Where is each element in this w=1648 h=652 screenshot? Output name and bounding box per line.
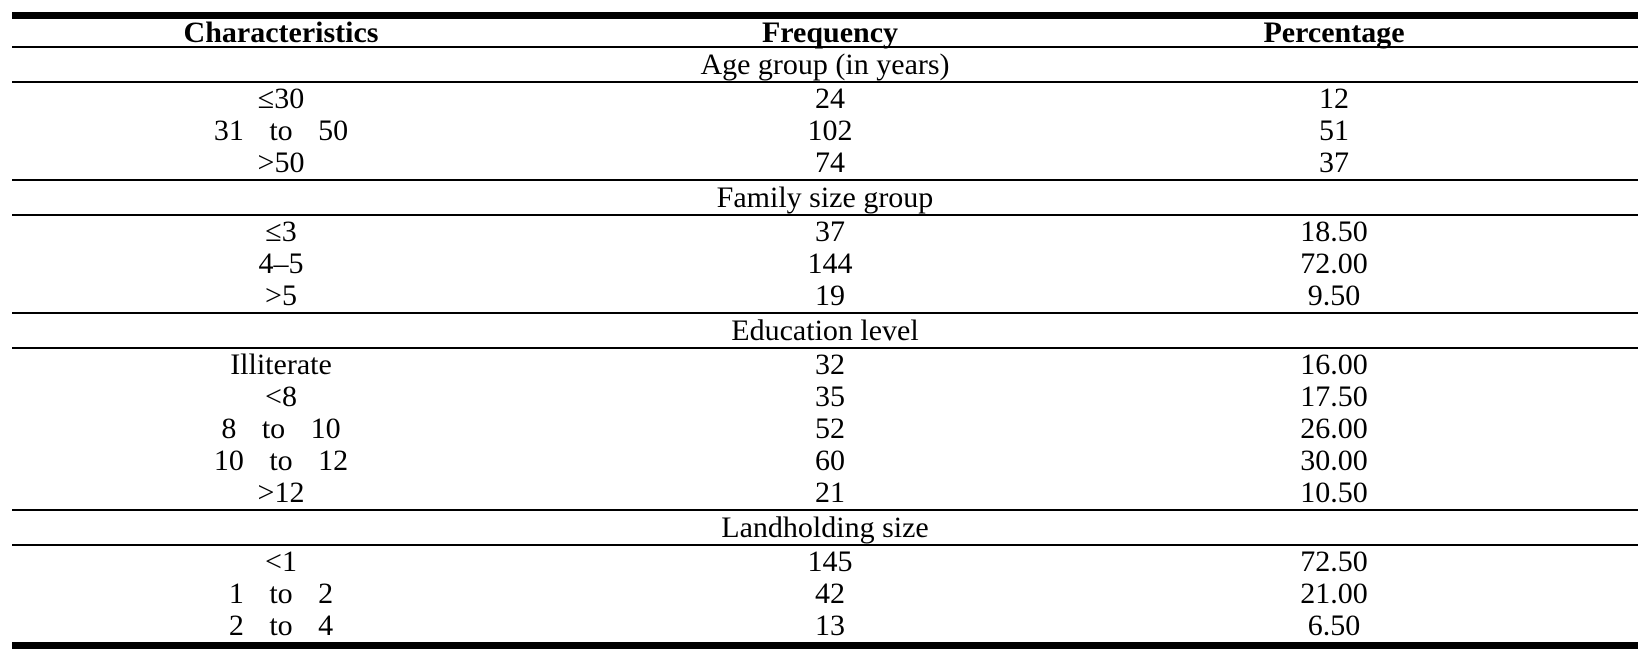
cell-characteristic: >5: [265, 279, 297, 312]
cell-frequency: 52: [815, 412, 845, 445]
section-header-age-group: Age group (in years): [12, 48, 1638, 83]
cell-percentage: 26.00: [1300, 412, 1368, 445]
cell-characteristic: ≤3: [265, 215, 297, 248]
section-rows-age-group: ≤30 24 12 31 to 50 102 51 >50 74 37: [12, 83, 1638, 181]
cell-frequency: 19: [815, 279, 845, 312]
table-row: ≤3 37 18.50: [12, 216, 1638, 248]
cell-percentage: 10.50: [1300, 476, 1368, 509]
cell-percentage: 16.00: [1300, 348, 1368, 381]
column-header-frequency: Frequency: [761, 16, 899, 49]
section-rows-education-level: Illiterate 32 16.00 <8 35 17.50 8 to 10 …: [12, 349, 1638, 511]
section-rows-landholding-size: <1 145 72.50 1 to 2 42 21.00 2 to 4 13 6…: [12, 546, 1638, 642]
cell-percentage: 72.00: [1300, 247, 1368, 280]
cell-frequency: 21: [815, 476, 845, 509]
cell-characteristic: >12: [257, 476, 305, 509]
cell-characteristic: 31 to 50: [213, 114, 349, 147]
cell-percentage: 51: [1319, 114, 1349, 147]
table-row: 31 to 50 102 51: [12, 115, 1638, 147]
cell-percentage: 72.50: [1300, 545, 1368, 578]
cell-frequency: 60: [815, 444, 845, 477]
cell-frequency: 102: [807, 114, 853, 147]
table-row: 10 to 12 60 30.00: [12, 445, 1638, 477]
cell-percentage: 37: [1319, 146, 1349, 179]
table-bottom-rule: [12, 642, 1638, 649]
column-header-characteristics: Characteristics: [183, 16, 379, 49]
cell-characteristic: ≤30: [257, 82, 305, 115]
cell-frequency: 24: [815, 82, 845, 115]
table-row: >5 19 9.50: [12, 280, 1638, 312]
column-header-percentage: Percentage: [1263, 16, 1405, 49]
table-row: >12 21 10.50: [12, 477, 1638, 509]
cell-percentage: 30.00: [1300, 444, 1368, 477]
table-row: ≤30 24 12: [12, 83, 1638, 115]
cell-percentage: 12: [1319, 82, 1349, 115]
cell-characteristic: 10 to 12: [213, 444, 349, 477]
cell-characteristic: Illiterate: [230, 348, 332, 381]
cell-percentage: 18.50: [1300, 215, 1368, 248]
table-row: >50 74 37: [12, 147, 1638, 179]
characteristics-table: Characteristics Frequency Percentage Age…: [12, 12, 1638, 649]
table-top-rule: [12, 12, 1638, 19]
cell-frequency: 144: [807, 247, 853, 280]
cell-percentage: 21.00: [1300, 577, 1368, 610]
section-rows-family-size: ≤3 37 18.50 4–5 144 72.00 >5 19 9.50: [12, 216, 1638, 314]
cell-characteristic: 4–5: [258, 247, 304, 280]
cell-characteristic: 1 to 2: [228, 577, 334, 610]
section-header-education-level: Education level: [12, 314, 1638, 349]
section-header-family-size: Family size group: [12, 181, 1638, 216]
table-row: 4–5 144 72.00: [12, 248, 1638, 280]
cell-frequency: 37: [815, 215, 845, 248]
table-row: <1 145 72.50: [12, 546, 1638, 578]
cell-percentage: 6.50: [1307, 609, 1361, 642]
cell-frequency: 13: [815, 609, 845, 642]
table-row: 8 to 10 52 26.00: [12, 413, 1638, 445]
cell-frequency: 145: [807, 545, 853, 578]
table-row: <8 35 17.50: [12, 381, 1638, 413]
cell-characteristic: 8 to 10: [221, 412, 341, 445]
cell-characteristic: 2 to 4: [228, 609, 334, 642]
table-row: Illiterate 32 16.00: [12, 349, 1638, 381]
cell-frequency: 35: [815, 380, 845, 413]
table-row: 1 to 2 42 21.00: [12, 578, 1638, 610]
cell-percentage: 17.50: [1300, 380, 1368, 413]
cell-frequency: 74: [815, 146, 845, 179]
table-header-row: Characteristics Frequency Percentage: [12, 16, 1638, 49]
cell-frequency: 32: [815, 348, 845, 381]
cell-characteristic: <8: [265, 380, 297, 413]
cell-characteristic: <1: [265, 545, 297, 578]
table-row: 2 to 4 13 6.50: [12, 610, 1638, 642]
cell-frequency: 42: [815, 577, 845, 610]
cell-percentage: 9.50: [1307, 279, 1361, 312]
section-header-landholding-size: Landholding size: [12, 511, 1638, 546]
cell-characteristic: >50: [257, 146, 305, 179]
